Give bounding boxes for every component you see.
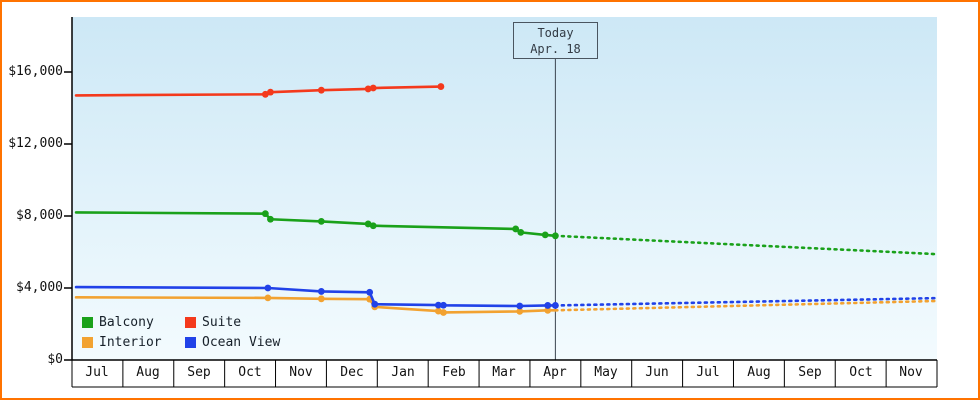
x-axis-month-label: Nov (289, 365, 313, 380)
x-axis-month-label: Sep (798, 365, 822, 380)
y-axis-tick-label: $4,000 (16, 280, 63, 295)
series-line-interior (74, 296, 557, 314)
series-forecast-balcony (554, 234, 939, 256)
x-axis-month-label: Dec (340, 365, 364, 380)
data-point-ocean-view (434, 301, 442, 309)
legend-item-ocean-view: Ocean View (185, 335, 280, 350)
x-axis-month-label: Sep (187, 365, 211, 380)
legend-label-balcony: Balcony (99, 315, 154, 330)
series-forecast-interior (554, 299, 939, 312)
data-point-interior (516, 308, 524, 315)
y-axis-tick-label: $0 (47, 352, 63, 367)
y-axis-tick-label: $16,000 (8, 64, 63, 79)
x-axis-month-label: Feb (442, 365, 466, 380)
x-axis-month-label: Jan (391, 365, 415, 380)
data-point-suite (267, 88, 274, 96)
data-point-suite (317, 86, 325, 94)
legend-item-suite: Suite (185, 315, 241, 330)
x-axis-month-label: Mar (492, 365, 516, 380)
data-point-interior (264, 294, 272, 302)
x-axis-month-label: Oct (849, 365, 873, 380)
today-marker-box: Today Apr. 18 (513, 22, 598, 59)
data-point-balcony (512, 225, 520, 233)
data-point-ocean-view (544, 302, 552, 309)
data-point-balcony (517, 228, 525, 236)
data-point-balcony (261, 210, 269, 218)
x-axis-month-label: Apr (543, 365, 567, 380)
today-date: Apr. 18 (530, 42, 581, 56)
x-axis-month-label: Jun (645, 365, 669, 380)
data-point-balcony (369, 222, 377, 230)
y-axis-tick-label: $12,000 (8, 136, 63, 151)
plot-background (72, 17, 937, 360)
data-point-balcony (317, 218, 325, 225)
data-point-interior (440, 309, 447, 316)
y-axis-tick-label: $8,000 (16, 208, 63, 223)
data-point-ocean-view (551, 302, 559, 309)
data-point-suite (369, 84, 377, 92)
data-point-suite (437, 83, 445, 90)
x-axis-month-label: Oct (238, 365, 262, 380)
legend-item-interior: Interior (82, 335, 162, 350)
data-point-balcony (541, 231, 549, 239)
legend-swatch-balcony (82, 317, 93, 328)
data-point-ocean-view (317, 288, 325, 295)
data-point-ocean-view (440, 301, 447, 309)
series-line-ocean-view (74, 285, 557, 308)
legend-swatch-ocean-view (185, 337, 196, 348)
x-axis-month-label: Jul (696, 365, 720, 380)
legend-label-interior: Interior (99, 335, 162, 350)
data-point-ocean-view (264, 284, 272, 292)
x-axis-month-label: Aug (136, 365, 160, 380)
legend-swatch-interior (82, 337, 93, 348)
data-point-ocean-view (371, 300, 379, 308)
x-axis-month-label: Jul (85, 365, 109, 380)
data-point-interior (544, 306, 552, 314)
data-point-ocean-view (366, 288, 374, 296)
legend-swatch-suite (185, 317, 196, 328)
data-point-suite (261, 90, 269, 98)
x-axis-month-label: May (594, 365, 618, 380)
data-point-interior (317, 295, 325, 303)
x-axis-month-label: Aug (747, 365, 771, 380)
x-axis-month-label: Nov (899, 365, 923, 380)
today-label: Today (537, 26, 574, 40)
data-point-suite (364, 85, 372, 93)
series-forecast-ocean-view (554, 296, 939, 307)
legend-label-suite: Suite (202, 315, 242, 330)
data-point-balcony (267, 215, 274, 223)
legend-item-balcony: Balcony (82, 315, 154, 330)
data-point-balcony (551, 232, 559, 240)
data-point-ocean-view (516, 302, 524, 310)
legend-label-ocean-view: Ocean View (202, 335, 281, 350)
